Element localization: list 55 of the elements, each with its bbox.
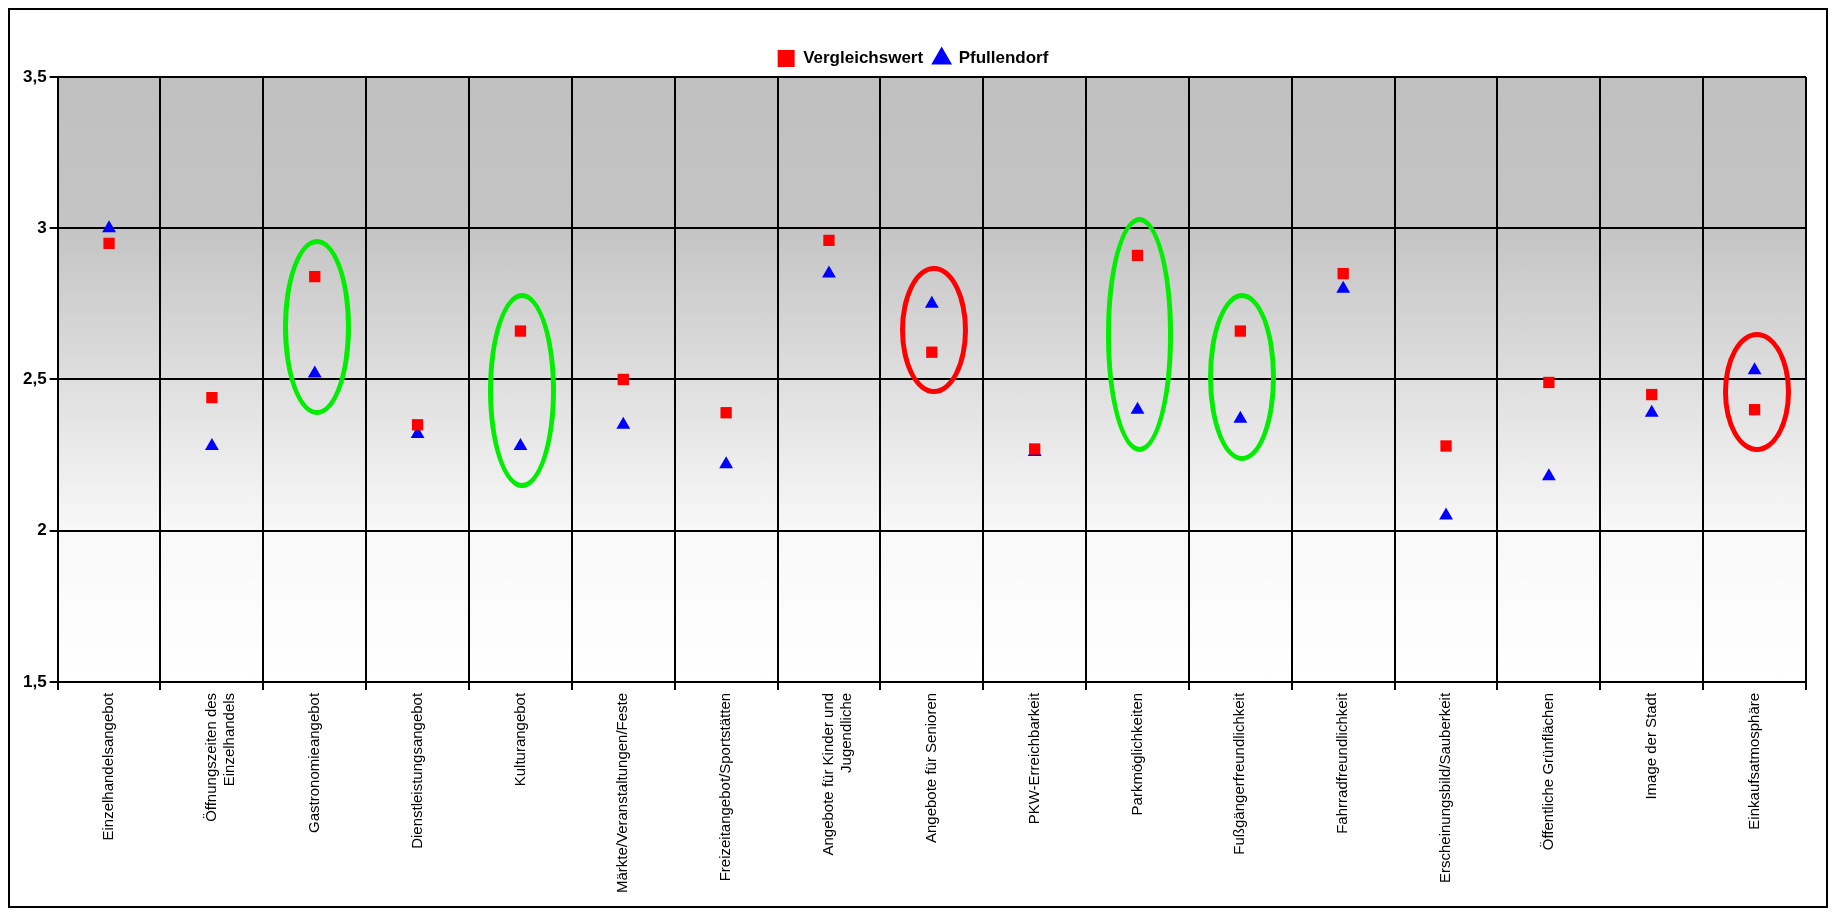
point bbox=[1748, 404, 1761, 416]
point bbox=[307, 365, 322, 378]
point bbox=[720, 407, 732, 419]
x-tick-label: Gastronomieangebot bbox=[304, 692, 322, 833]
x-tick-label: Öffnungszeiten des Einzelhandels bbox=[202, 692, 238, 822]
x-tick-label: Image der Stadt bbox=[1641, 692, 1659, 800]
point bbox=[823, 234, 835, 246]
legend-label: Vergleichswert bbox=[803, 48, 924, 68]
point bbox=[924, 295, 939, 308]
x-tick-label: Öffentliche Grünflächen bbox=[1539, 692, 1557, 851]
point bbox=[822, 265, 836, 278]
point bbox=[1439, 507, 1453, 520]
legend-label: Pfullendorf bbox=[958, 48, 1049, 68]
x-tick-label: Einzelhandelsangebot bbox=[99, 692, 117, 841]
x-tick-label: Kulturangebot bbox=[510, 692, 528, 787]
point bbox=[1337, 267, 1349, 280]
point bbox=[1233, 410, 1248, 423]
point bbox=[719, 456, 734, 469]
x-tick-label: Angebote für Senioren bbox=[921, 692, 939, 844]
x-tick-label: Freizeitangebot/Sportstätten bbox=[716, 692, 734, 882]
point bbox=[1234, 325, 1247, 337]
point bbox=[1543, 376, 1555, 389]
point bbox=[309, 270, 321, 283]
point bbox=[1541, 468, 1556, 481]
point bbox=[206, 391, 218, 404]
x-tick-label: Märkte/Veranstaltungen/Feste bbox=[613, 692, 631, 894]
point bbox=[1644, 404, 1659, 417]
point bbox=[204, 437, 219, 450]
x-tick-label: Fahrradfreundlichkeit bbox=[1333, 692, 1351, 834]
point bbox=[1131, 249, 1144, 262]
x-tick-label: Dienstleistungsangebot bbox=[407, 692, 425, 849]
point bbox=[1646, 388, 1658, 401]
point bbox=[616, 416, 631, 429]
y-tick-label: 3 bbox=[37, 217, 47, 237]
point bbox=[102, 220, 116, 233]
x-tick-label: Angebote für Kinder und Jugendliche bbox=[819, 692, 855, 856]
x-tick-label: Fußgängerfreundlichkeit bbox=[1230, 692, 1248, 855]
point bbox=[1130, 401, 1145, 414]
y-tick-label: 2 bbox=[37, 520, 47, 540]
x-tick-label: Erscheinungsbild/Sauberkeit bbox=[1436, 692, 1454, 884]
x-tick-label: Einkaufsatmosphäre bbox=[1744, 692, 1762, 830]
point bbox=[617, 373, 629, 386]
point bbox=[103, 237, 115, 249]
x-tick-label: Parkmöglichkeiten bbox=[1127, 692, 1145, 816]
point bbox=[411, 419, 424, 431]
point bbox=[926, 346, 938, 358]
y-tick-label: 1,5 bbox=[22, 671, 47, 691]
point bbox=[1336, 280, 1351, 293]
y-tick-label: 2,5 bbox=[22, 369, 47, 389]
point bbox=[1747, 362, 1762, 375]
point bbox=[513, 437, 528, 450]
point bbox=[1440, 440, 1452, 452]
point bbox=[514, 325, 527, 337]
y-tick-label: 3,5 bbox=[22, 66, 47, 86]
x-tick-label: PKW-Erreichbarkeit bbox=[1024, 692, 1042, 825]
